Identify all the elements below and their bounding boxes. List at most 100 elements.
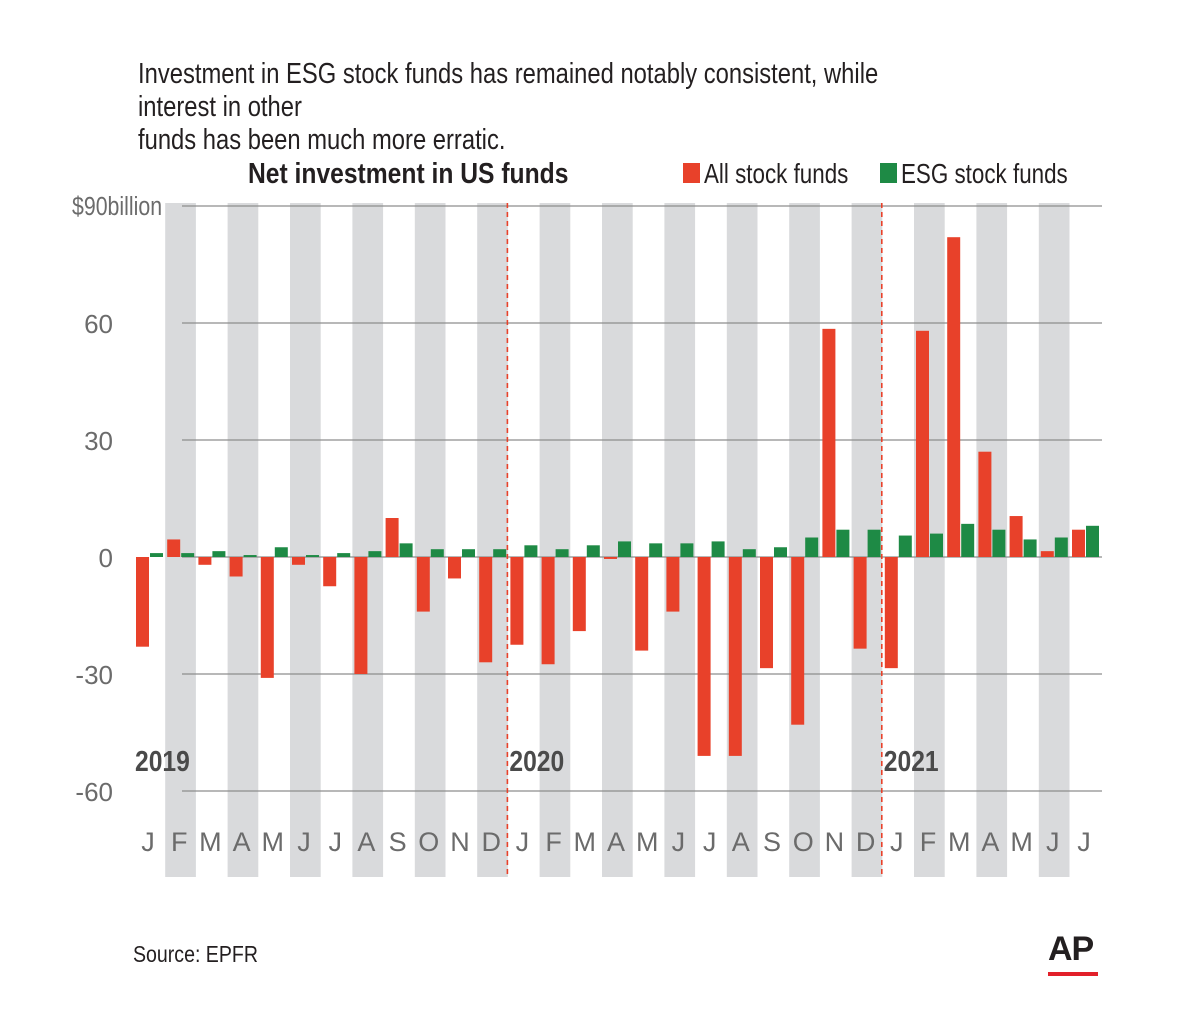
all-stock-bar xyxy=(167,539,181,557)
all-stock-bar xyxy=(292,557,305,565)
all-stock-bar xyxy=(448,557,461,579)
x-tick-label: M xyxy=(636,827,659,857)
x-tick-label: O xyxy=(793,827,814,857)
year-label: 2019 xyxy=(135,745,190,777)
all-stock-bar xyxy=(978,451,992,557)
month-band xyxy=(414,203,446,877)
month-band xyxy=(227,203,259,877)
x-tick-label: S xyxy=(389,827,407,857)
esg-stock-bar xyxy=(524,545,538,557)
all-stock-bar xyxy=(1072,529,1085,557)
legend: All stock funds ESG stock funds xyxy=(683,159,1068,190)
month-bands xyxy=(165,203,1070,877)
esg-stock-bar xyxy=(368,551,382,557)
esg-stock-bar xyxy=(306,555,319,557)
chart-subtitle: Investment in ESG stock funds has remain… xyxy=(138,58,879,156)
x-tick-label: O xyxy=(418,827,439,857)
all-stock-bar xyxy=(1040,551,1054,557)
esg-stock-bar xyxy=(774,547,787,557)
x-tick-label: J xyxy=(297,827,311,857)
esg-stock-bar xyxy=(961,523,975,557)
x-tick-label: J xyxy=(141,827,155,857)
all-stock-bar xyxy=(198,557,212,565)
esg-stock-bar xyxy=(1023,539,1037,557)
all-stock-bar xyxy=(572,557,586,632)
x-tick-label: A xyxy=(357,827,375,857)
legend-all-stock-swatch xyxy=(683,163,700,183)
all-stock-bar xyxy=(323,557,337,587)
x-tick-label: S xyxy=(763,827,781,857)
all-stock-bar xyxy=(1009,516,1023,557)
month-band xyxy=(726,203,758,877)
x-tick-label: F xyxy=(171,827,188,857)
x-tick-label: J xyxy=(1046,827,1060,857)
esg-stock-bar xyxy=(399,543,413,557)
esg-stock-bar xyxy=(711,541,725,557)
esg-stock-bar xyxy=(680,543,694,557)
esg-stock-bar xyxy=(742,549,756,557)
esg-stock-bar xyxy=(430,549,444,557)
all-stock-bar xyxy=(385,518,399,557)
x-tick-label: D xyxy=(856,827,876,857)
x-tick-label: A xyxy=(732,827,750,857)
y-tick-label: 0 xyxy=(99,543,113,573)
esg-stock-bar xyxy=(212,551,226,557)
all-stock-bar xyxy=(136,557,149,647)
x-tick-label: M xyxy=(1010,827,1033,857)
bars xyxy=(136,237,1099,756)
ap-logo-underline xyxy=(1048,972,1098,976)
x-tick-label: F xyxy=(545,827,562,857)
esg-stock-bar xyxy=(1054,537,1068,557)
all-stock-bar xyxy=(916,330,929,557)
esg-stock-bar xyxy=(805,537,819,557)
year-label: 2021 xyxy=(884,745,939,777)
all-stock-bar xyxy=(510,557,524,645)
month-band xyxy=(539,203,571,877)
x-tick-label: J xyxy=(328,827,342,857)
esg-stock-bar xyxy=(836,529,850,557)
x-tick-label: J xyxy=(672,827,686,857)
x-tick-label: M xyxy=(948,827,971,857)
x-tick-label: N xyxy=(450,827,470,857)
x-tick-label: A xyxy=(981,827,999,857)
all-stock-bar xyxy=(822,328,836,557)
y-tick-label: $90billion xyxy=(72,192,162,222)
legend-esg-stock-label: ESG stock funds xyxy=(901,159,1068,190)
legend-esg-stock-swatch xyxy=(880,163,897,183)
all-stock-bar xyxy=(541,557,555,665)
source-note: Source: EPFR xyxy=(133,941,258,967)
y-tick-label: 30 xyxy=(84,426,113,456)
esg-stock-bar xyxy=(462,549,475,557)
esg-stock-bar xyxy=(867,529,881,557)
y-tick-label: 60 xyxy=(84,309,113,339)
x-tick-label: J xyxy=(703,827,717,857)
esg-stock-bar xyxy=(1086,525,1099,557)
all-stock-bar xyxy=(853,557,867,649)
year-dividers xyxy=(506,203,883,877)
x-tick-label: D xyxy=(481,827,501,857)
esg-stock-bar xyxy=(337,553,351,557)
all-stock-bar xyxy=(791,557,805,725)
esg-stock-bar xyxy=(618,541,631,557)
all-stock-bar xyxy=(884,557,898,669)
all-stock-bar xyxy=(760,557,773,669)
all-stock-bar xyxy=(697,557,711,756)
y-tick-labels: $90billion 60 30 0 -30 -60 xyxy=(72,192,162,807)
x-tick-label: M xyxy=(262,827,285,857)
all-stock-bar xyxy=(728,557,742,756)
esg-stock-bar xyxy=(649,543,663,557)
x-tick-label: N xyxy=(825,827,845,857)
all-stock-bar xyxy=(354,557,368,674)
esg-stock-bar xyxy=(243,555,257,557)
month-band xyxy=(602,203,633,877)
ap-logo: AP xyxy=(1048,930,1100,982)
x-tick-label: J xyxy=(890,827,904,857)
all-stock-bar xyxy=(229,557,243,577)
esg-stock-bar xyxy=(586,545,600,557)
all-stock-bar xyxy=(947,237,961,557)
x-tick-label: J xyxy=(1077,827,1091,857)
all-stock-bar xyxy=(666,557,680,612)
x-tick-label: A xyxy=(607,827,625,857)
